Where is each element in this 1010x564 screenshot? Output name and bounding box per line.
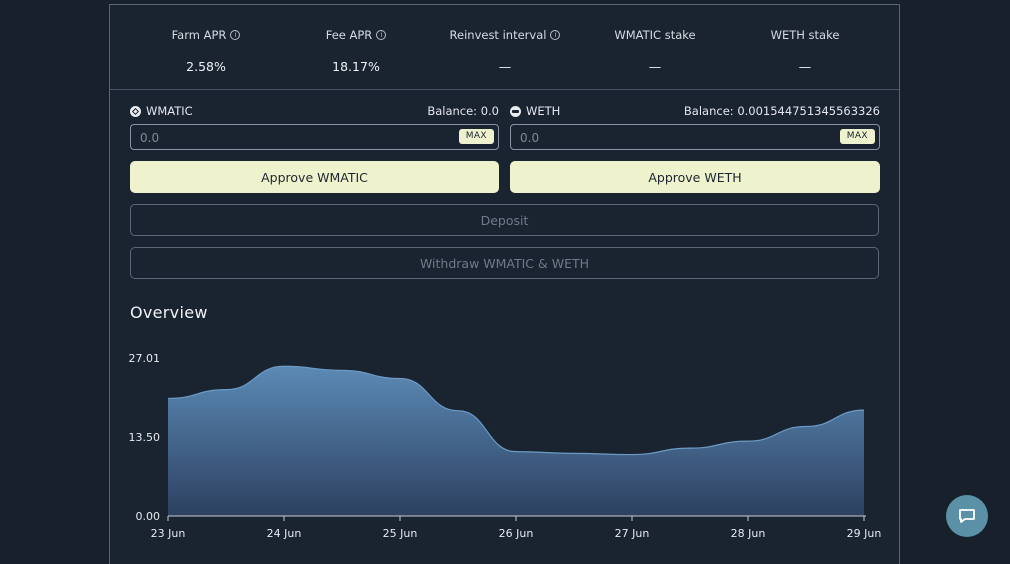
chat-bubble-icon [959, 509, 975, 523]
y-tick-label: 27.01 [129, 352, 161, 365]
approve-wmatic-button[interactable]: Approve WMATIC [130, 161, 499, 193]
stats-bar: Farm APR i 2.58% Fee APR i 18.17% Reinvest… [110, 5, 899, 90]
stat-wmatic-stake: WMATIC stake — [580, 24, 730, 74]
vault-panel: Farm APR i 2.58% Fee APR i 18.17% Reinvest… [109, 4, 900, 564]
token-a-balance: Balance: 0.0 [427, 104, 499, 118]
token-a-amount-input[interactable] [140, 129, 440, 146]
token-b-header: WETH Balance: 0.001544751345563326 [510, 104, 880, 120]
y-tick-label: 13.50 [129, 431, 161, 444]
stat-value: — [498, 59, 512, 74]
stat-farm-apr: Farm APR i 2.58% [131, 24, 281, 74]
x-tick-label: 27 Jun [615, 527, 650, 540]
x-tick-label: 26 Jun [499, 527, 534, 540]
stat-label: Fee APR [325, 28, 373, 42]
info-icon[interactable]: i [550, 30, 561, 40]
info-icon[interactable]: i [230, 30, 241, 40]
stat-label: Farm APR [171, 28, 227, 42]
stat-label: WMATIC stake [614, 28, 696, 42]
ethereum-icon [510, 105, 521, 117]
stat-label: Reinvest interval [449, 28, 547, 42]
stat-label: WETH stake [770, 28, 840, 42]
stat-reinvest-interval: Reinvest interval i — [430, 24, 580, 74]
series-line [167, 365, 865, 456]
token-b-max-button[interactable]: MAX [839, 129, 875, 144]
token-a-header: WMATIC Balance: 0.0 [130, 104, 499, 120]
approve-weth-button[interactable]: Approve WETH [510, 161, 880, 193]
withdraw-button[interactable]: Withdraw WMATIC & WETH [130, 247, 879, 279]
stat-value: — [648, 59, 662, 74]
x-tick-label: 28 Jun [731, 527, 766, 540]
stat-fee-apr: Fee APR i 18.17% [281, 24, 431, 74]
y-tick-label: 0.00 [136, 510, 161, 523]
overview-area-chart: 27.01 13.50 0.00 23 Jun 24 Jun 25 Jun 26 Jun 27… [129, 352, 882, 540]
overview-title: Overview [130, 303, 208, 322]
stat-value: 18.17% [332, 59, 380, 74]
token-b-name: WETH [526, 104, 561, 118]
token-a-name: WMATIC [146, 104, 193, 118]
stat-value: 2.58% [186, 59, 226, 74]
x-tick-label: 29 Jun [847, 527, 882, 540]
stat-weth-stake: WETH stake — [730, 24, 880, 74]
x-tick-label: 25 Jun [383, 527, 418, 540]
token-b-amount-field: MAX [510, 124, 880, 150]
token-b-balance: Balance: 0.001544751345563326 [683, 104, 880, 118]
polygon-icon [130, 105, 141, 117]
stat-value: — [798, 59, 812, 74]
token-a-amount-field: MAX [130, 124, 499, 150]
x-tick-label: 24 Jun [267, 527, 302, 540]
deposit-button[interactable]: Deposit [130, 204, 879, 236]
chat-button[interactable] [946, 495, 988, 537]
series-area [168, 366, 864, 516]
token-b-amount-input[interactable] [520, 129, 820, 146]
info-icon[interactable]: i [376, 30, 387, 40]
x-tick-label: 23 Jun [151, 527, 186, 540]
token-a-max-button[interactable]: MAX [458, 129, 494, 144]
